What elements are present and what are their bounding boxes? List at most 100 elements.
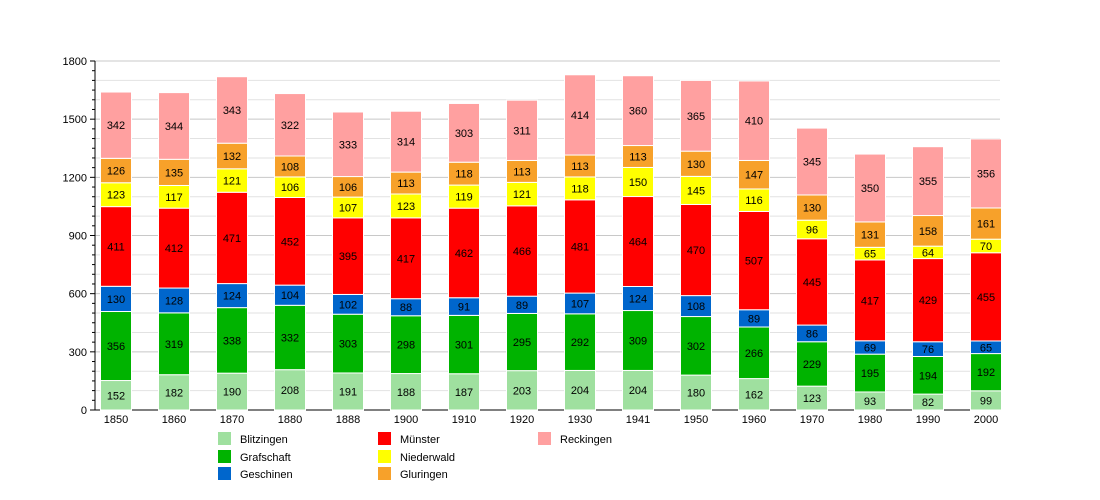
data-label: 64 [922, 247, 934, 259]
data-label: 332 [281, 332, 299, 344]
legend-label: Grafschaft [240, 452, 291, 464]
data-label: 162 [745, 389, 763, 401]
data-label: 89 [516, 300, 528, 312]
bar-segment [158, 158, 190, 186]
data-label: 150 [629, 177, 647, 189]
data-label: 104 [281, 290, 299, 302]
bar-segment [622, 166, 654, 198]
data-label: 123 [803, 393, 821, 405]
data-label: 106 [339, 182, 357, 194]
data-label: 65 [864, 249, 876, 261]
data-label: 414 [571, 110, 589, 122]
data-label: 191 [339, 386, 357, 398]
data-label: 360 [629, 106, 647, 118]
x-tick-label: 1888 [336, 414, 360, 426]
x-tick-label: 1970 [800, 414, 824, 426]
x-tick-label: 1950 [684, 414, 708, 426]
bar-segment [506, 312, 538, 372]
legend-swatch [218, 450, 231, 463]
legend-swatch [218, 467, 231, 480]
bar-segment [390, 373, 422, 411]
legend-swatch [378, 432, 391, 445]
data-label: 417 [861, 295, 879, 307]
bar-segment [274, 196, 306, 286]
bar-segment [100, 206, 132, 287]
bar-segment [448, 207, 480, 299]
x-tick-label: 1870 [220, 414, 244, 426]
data-label: 102 [339, 299, 357, 311]
data-label: 117 [165, 192, 183, 204]
data-label: 113 [571, 161, 589, 173]
data-label: 70 [980, 241, 992, 253]
bar-segment [796, 238, 828, 326]
bar-segment [912, 258, 944, 343]
data-label: 86 [806, 328, 818, 340]
data-label: 132 [223, 151, 241, 163]
legend-label: Blitzingen [240, 434, 288, 446]
bar-segment [100, 285, 132, 313]
bar-segment [100, 380, 132, 411]
bar-segment [738, 80, 770, 161]
data-label: 130 [803, 203, 821, 215]
bar-segment [564, 313, 596, 371]
data-label: 188 [397, 387, 415, 399]
data-label: 204 [571, 385, 589, 397]
x-tick-label: 1880 [278, 414, 302, 426]
data-label: 462 [455, 248, 473, 260]
data-label: 192 [977, 367, 995, 379]
data-label: 194 [919, 370, 937, 382]
bar-segment [274, 304, 306, 371]
bar-segment [854, 221, 886, 248]
bar-segment [564, 74, 596, 156]
data-label: 395 [339, 251, 357, 263]
data-label: 319 [165, 339, 183, 351]
x-tick-label: 1980 [858, 414, 882, 426]
bar-segment [622, 310, 654, 371]
data-label: 121 [223, 176, 241, 188]
data-label: 128 [165, 295, 183, 307]
data-label: 65 [980, 342, 992, 354]
data-label: 121 [513, 189, 531, 201]
data-label: 229 [803, 359, 821, 371]
bar-segment [680, 374, 712, 411]
data-label: 303 [339, 339, 357, 351]
data-label: 190 [223, 387, 241, 399]
bar-segment [970, 353, 1002, 392]
data-label: 88 [400, 302, 412, 314]
data-label: 343 [223, 105, 241, 117]
bar-segment [738, 159, 770, 190]
data-label: 108 [687, 301, 705, 313]
data-label: 322 [281, 120, 299, 132]
data-label: 113 [397, 178, 415, 190]
data-label: 342 [107, 120, 125, 132]
bar-segment [332, 313, 364, 374]
data-label: 118 [571, 183, 589, 195]
data-label: 158 [919, 226, 937, 238]
data-label: 429 [919, 295, 937, 307]
bar-segment [912, 146, 944, 217]
bar-segment [680, 79, 712, 152]
bar-segment [100, 311, 132, 382]
data-label: 76 [922, 344, 934, 356]
data-label: 365 [687, 111, 705, 123]
bar-segment [796, 194, 828, 221]
bar-segment [680, 175, 712, 205]
data-label: 106 [281, 182, 299, 194]
data-label: 455 [977, 292, 995, 304]
bar-segment [448, 314, 480, 375]
data-label: 314 [397, 137, 415, 149]
data-label: 295 [513, 337, 531, 349]
x-tick-label: 1850 [104, 414, 128, 426]
data-label: 123 [107, 190, 125, 202]
data-label: 412 [165, 243, 183, 255]
data-label: 356 [107, 341, 125, 353]
bar-segment [158, 92, 190, 160]
data-label: 344 [165, 121, 183, 133]
data-label: 82 [922, 397, 934, 409]
legend-label: Niederwald [400, 452, 455, 464]
data-label: 203 [513, 385, 531, 397]
data-label: 113 [629, 151, 647, 163]
data-label: 292 [571, 337, 589, 349]
